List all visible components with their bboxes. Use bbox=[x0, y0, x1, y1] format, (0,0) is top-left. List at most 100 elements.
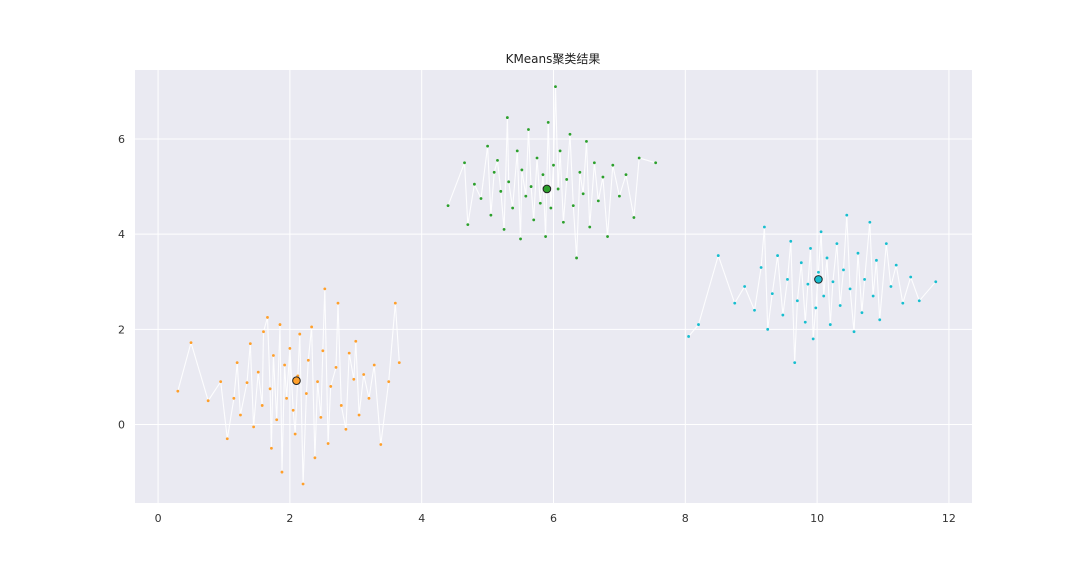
cluster-1-point bbox=[529, 185, 533, 188]
cluster-2-point bbox=[697, 323, 700, 326]
cluster-0-point bbox=[379, 443, 383, 446]
cluster-0-point bbox=[298, 332, 302, 336]
cluster-2-point bbox=[822, 294, 826, 298]
cluster-1-point bbox=[581, 192, 585, 196]
cluster-0-point bbox=[293, 432, 297, 436]
cluster-0-point bbox=[283, 363, 287, 367]
cluster-1-point bbox=[554, 85, 557, 89]
cluster-1-point bbox=[499, 189, 503, 193]
cluster-0-point bbox=[232, 396, 236, 400]
cluster-0-point bbox=[235, 361, 239, 365]
cluster-0-point bbox=[321, 349, 325, 353]
cluster-1-point bbox=[611, 163, 615, 167]
cluster-2-point bbox=[781, 313, 785, 317]
cluster-0-point bbox=[304, 392, 308, 395]
cluster-0-point bbox=[252, 425, 256, 429]
cluster-1-point bbox=[479, 197, 483, 200]
cluster-2-point bbox=[884, 242, 888, 246]
cluster-1-point bbox=[546, 120, 550, 124]
cluster-1-point bbox=[552, 163, 555, 167]
cluster-2-point bbox=[868, 220, 872, 224]
cluster-1-point bbox=[519, 237, 522, 241]
cluster-1-point bbox=[558, 149, 562, 153]
cluster-1-point bbox=[601, 175, 605, 179]
cluster-1-point bbox=[492, 170, 496, 174]
cluster-1-point bbox=[578, 170, 582, 174]
cluster-0-point bbox=[260, 404, 264, 407]
cluster-2-point bbox=[795, 299, 799, 303]
cluster-1-centroid bbox=[542, 184, 552, 194]
cluster-2-point bbox=[871, 294, 875, 298]
cluster-0-point bbox=[316, 380, 319, 384]
cluster-1-point bbox=[588, 225, 592, 229]
cluster-1-point bbox=[606, 235, 609, 238]
cluster-2-point bbox=[799, 261, 803, 265]
y-tick-label: 6 bbox=[118, 133, 125, 146]
cluster-0-point bbox=[326, 442, 330, 445]
cluster-1-point bbox=[544, 235, 547, 238]
cluster-0-point bbox=[248, 342, 252, 345]
cluster-2-point bbox=[759, 266, 763, 269]
cluster-1-point bbox=[527, 128, 530, 131]
x-tick-label: 0 bbox=[155, 512, 162, 525]
cluster-0-point bbox=[176, 389, 180, 393]
cluster-2-point bbox=[901, 301, 905, 305]
cluster-1-point bbox=[515, 149, 519, 153]
cluster-0-point bbox=[189, 341, 193, 345]
connecting-lines bbox=[177, 86, 937, 485]
x-tick-label: 8 bbox=[682, 512, 689, 525]
cluster-1-point bbox=[556, 187, 560, 191]
cluster-2-point bbox=[770, 292, 774, 296]
cluster-1-point bbox=[637, 156, 641, 160]
cluster-0-point bbox=[301, 482, 305, 486]
cluster-2-point bbox=[762, 225, 766, 229]
cluster-1-point bbox=[466, 223, 470, 227]
cluster-1-point bbox=[592, 161, 596, 165]
cluster-1-point bbox=[654, 161, 658, 165]
cluster-1-point bbox=[568, 132, 572, 136]
cluster-2-point bbox=[733, 301, 737, 305]
cluster-centroids bbox=[292, 184, 823, 386]
x-tick-label: 10 bbox=[810, 512, 824, 525]
cluster-2-point bbox=[716, 254, 720, 257]
cluster-0-point bbox=[262, 330, 265, 334]
cluster-0-point bbox=[397, 361, 401, 365]
cluster-2-point bbox=[753, 308, 756, 312]
cluster-0-point bbox=[275, 418, 279, 422]
cluster-0-point bbox=[278, 323, 282, 326]
cluster-0-point bbox=[344, 427, 348, 431]
cluster-2-point bbox=[806, 282, 810, 286]
chart-title: KMeans聚类结果 bbox=[506, 52, 601, 66]
cluster-1-point bbox=[571, 204, 575, 208]
cluster-1-point bbox=[565, 178, 569, 181]
cluster-0-centroid bbox=[292, 376, 301, 386]
cluster-2-point bbox=[863, 277, 866, 281]
cluster-0-point bbox=[266, 316, 269, 319]
cluster-1-point bbox=[561, 220, 565, 224]
y-tick-label: 4 bbox=[118, 228, 125, 241]
cluster-0-point bbox=[367, 396, 371, 400]
cluster-2-point bbox=[831, 280, 835, 284]
cluster-1-point bbox=[520, 168, 524, 172]
cluster-2-point bbox=[828, 323, 832, 326]
cluster-1-point bbox=[585, 139, 588, 143]
cluster-2-centroid bbox=[814, 275, 823, 284]
cluster-0-point bbox=[339, 404, 343, 407]
y-tick-label: 2 bbox=[118, 323, 125, 336]
cluster-2-point bbox=[789, 239, 793, 243]
cluster-2-point bbox=[819, 230, 823, 234]
cluster-0-point bbox=[272, 354, 275, 357]
cluster-1-point bbox=[502, 228, 506, 231]
cluster-2-point bbox=[875, 258, 878, 262]
cluster-0-point bbox=[329, 385, 333, 388]
cluster-1-point bbox=[524, 194, 528, 198]
cluster-2-point bbox=[814, 306, 818, 310]
x-tick-label: 6 bbox=[550, 512, 557, 525]
cluster-2-line bbox=[688, 215, 937, 363]
cluster-0-point bbox=[288, 346, 292, 350]
cluster-2-point bbox=[687, 335, 691, 338]
cluster-2-point bbox=[793, 361, 797, 365]
cluster-2-point bbox=[848, 287, 852, 291]
cluster-0-point bbox=[225, 437, 229, 441]
